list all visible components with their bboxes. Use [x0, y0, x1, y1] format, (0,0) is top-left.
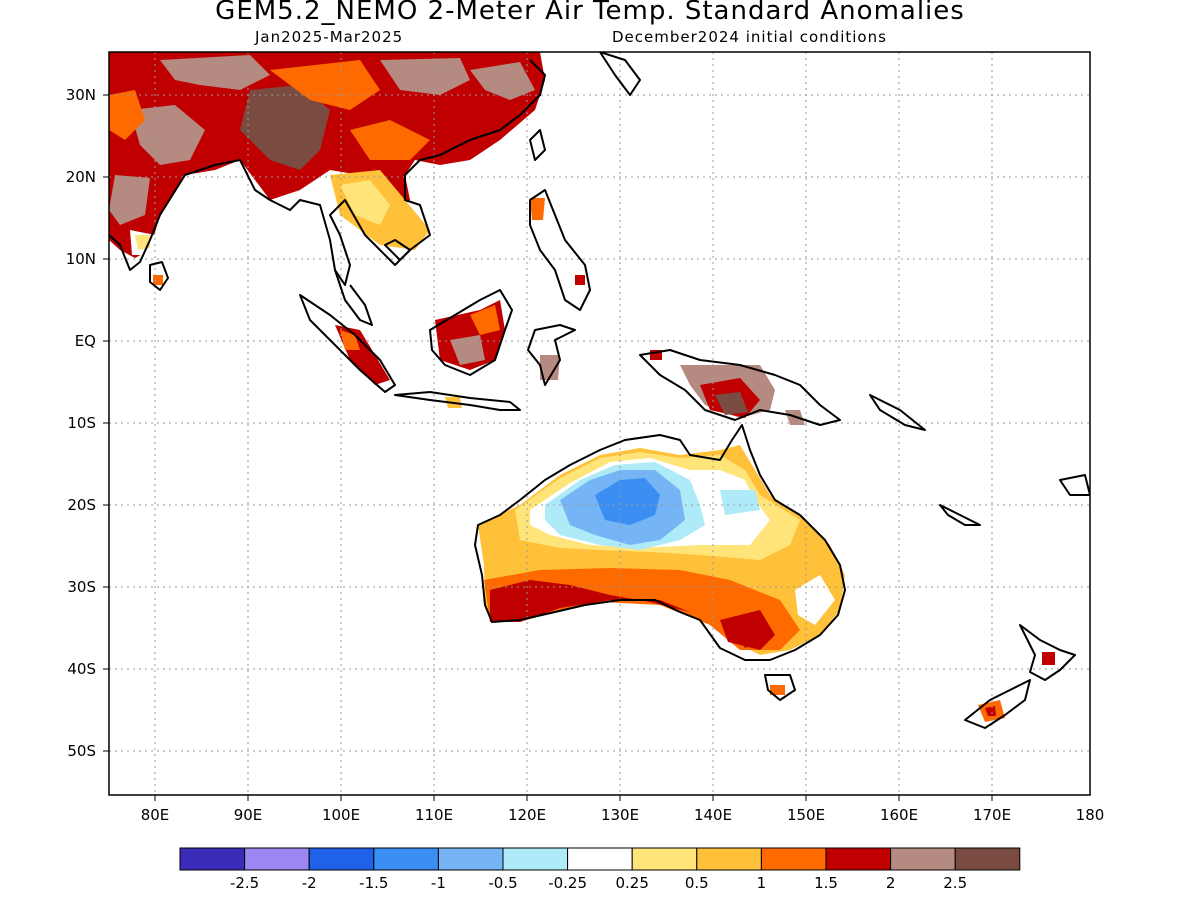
- colorbar-swatch: [179, 847, 246, 871]
- colorbar-label: 0.5: [685, 874, 709, 892]
- lat-tick-label: 30S: [67, 578, 96, 596]
- lon-axis: 80E 90E 100E 110E 120E 130E 140E 150E 16…: [141, 795, 1105, 824]
- lat-tick-label: 20N: [66, 168, 96, 186]
- graticule: [109, 52, 1090, 795]
- initial-conditions: December2024 initial conditions: [612, 28, 887, 46]
- colorbar-swatch: [890, 847, 956, 871]
- colorbar-swatch: [567, 847, 633, 871]
- lat-tick-label: EQ: [75, 332, 96, 350]
- lat-tick-label: 30N: [66, 86, 96, 104]
- colorbar: -2.5 -2 -1.5 -1 -0.5 -0.25 0.25 0.5 1 1.5 2 2.5: [179, 847, 1021, 892]
- colorbar-swatch: [502, 847, 569, 871]
- colorbar-swatch: [696, 847, 762, 871]
- colorbar-label: -1.5: [359, 874, 388, 892]
- lat-tick-label: 50S: [67, 742, 96, 760]
- forecast-period: Jan2025-Mar2025: [255, 28, 404, 46]
- colorbar-label: 0.25: [615, 874, 648, 892]
- colorbar-swatch: [244, 847, 310, 871]
- colorbar-swatch: [308, 847, 375, 871]
- lon-tick-label: 150E: [787, 806, 825, 824]
- lon-tick-label: 130E: [601, 806, 639, 824]
- new-guinea-anomaly-field: [680, 365, 805, 425]
- colorbar-label: -1: [431, 874, 446, 892]
- coastlines: [109, 52, 1090, 729]
- asia-anomaly-field: [109, 52, 545, 285]
- colorbar-swatch: [760, 847, 827, 871]
- colorbar-label: 1: [757, 874, 767, 892]
- lon-tick-label: 160E: [880, 806, 918, 824]
- lon-tick-label: 170E: [973, 806, 1011, 824]
- map-title: GEM5.2_NEMO 2-Meter Air Temp. Standard A…: [215, 0, 965, 26]
- colorbar-label: 2.5: [943, 874, 967, 892]
- lat-tick-label: 20S: [67, 496, 96, 514]
- colorbar-label: 2: [886, 874, 896, 892]
- colorbar-swatch: [373, 847, 439, 871]
- map-plot-area: [109, 52, 1090, 795]
- lat-tick-label: 10S: [67, 414, 96, 432]
- colorbar-swatch: [631, 847, 698, 871]
- colorbar-label: -2.5: [230, 874, 259, 892]
- colorbar-label: 1.5: [814, 874, 838, 892]
- colorbar-swatch: [437, 847, 504, 871]
- colorbar-swatch: [954, 847, 1021, 871]
- lat-tick-label: 10N: [66, 250, 96, 268]
- lon-tick-label: 180: [1076, 806, 1105, 824]
- lon-tick-label: 80E: [141, 806, 170, 824]
- lon-tick-label: 100E: [322, 806, 360, 824]
- lon-tick-label: 140E: [694, 806, 732, 824]
- colorbar-label: -0.5: [488, 874, 517, 892]
- colorbar-label: -0.25: [548, 874, 587, 892]
- colorbar-swatch: [825, 847, 892, 871]
- lat-tick-label: 40S: [67, 660, 96, 678]
- australia-anomaly-field: [478, 445, 845, 695]
- lon-tick-label: 90E: [234, 806, 263, 824]
- new-zealand-anomaly-field: [978, 652, 1055, 722]
- lon-tick-label: 110E: [415, 806, 453, 824]
- lon-tick-label: 120E: [508, 806, 546, 824]
- colorbar-label: -2: [302, 874, 317, 892]
- lat-axis: 30N 20N 10N EQ 10S 20S 30S 40S 50S: [66, 86, 109, 760]
